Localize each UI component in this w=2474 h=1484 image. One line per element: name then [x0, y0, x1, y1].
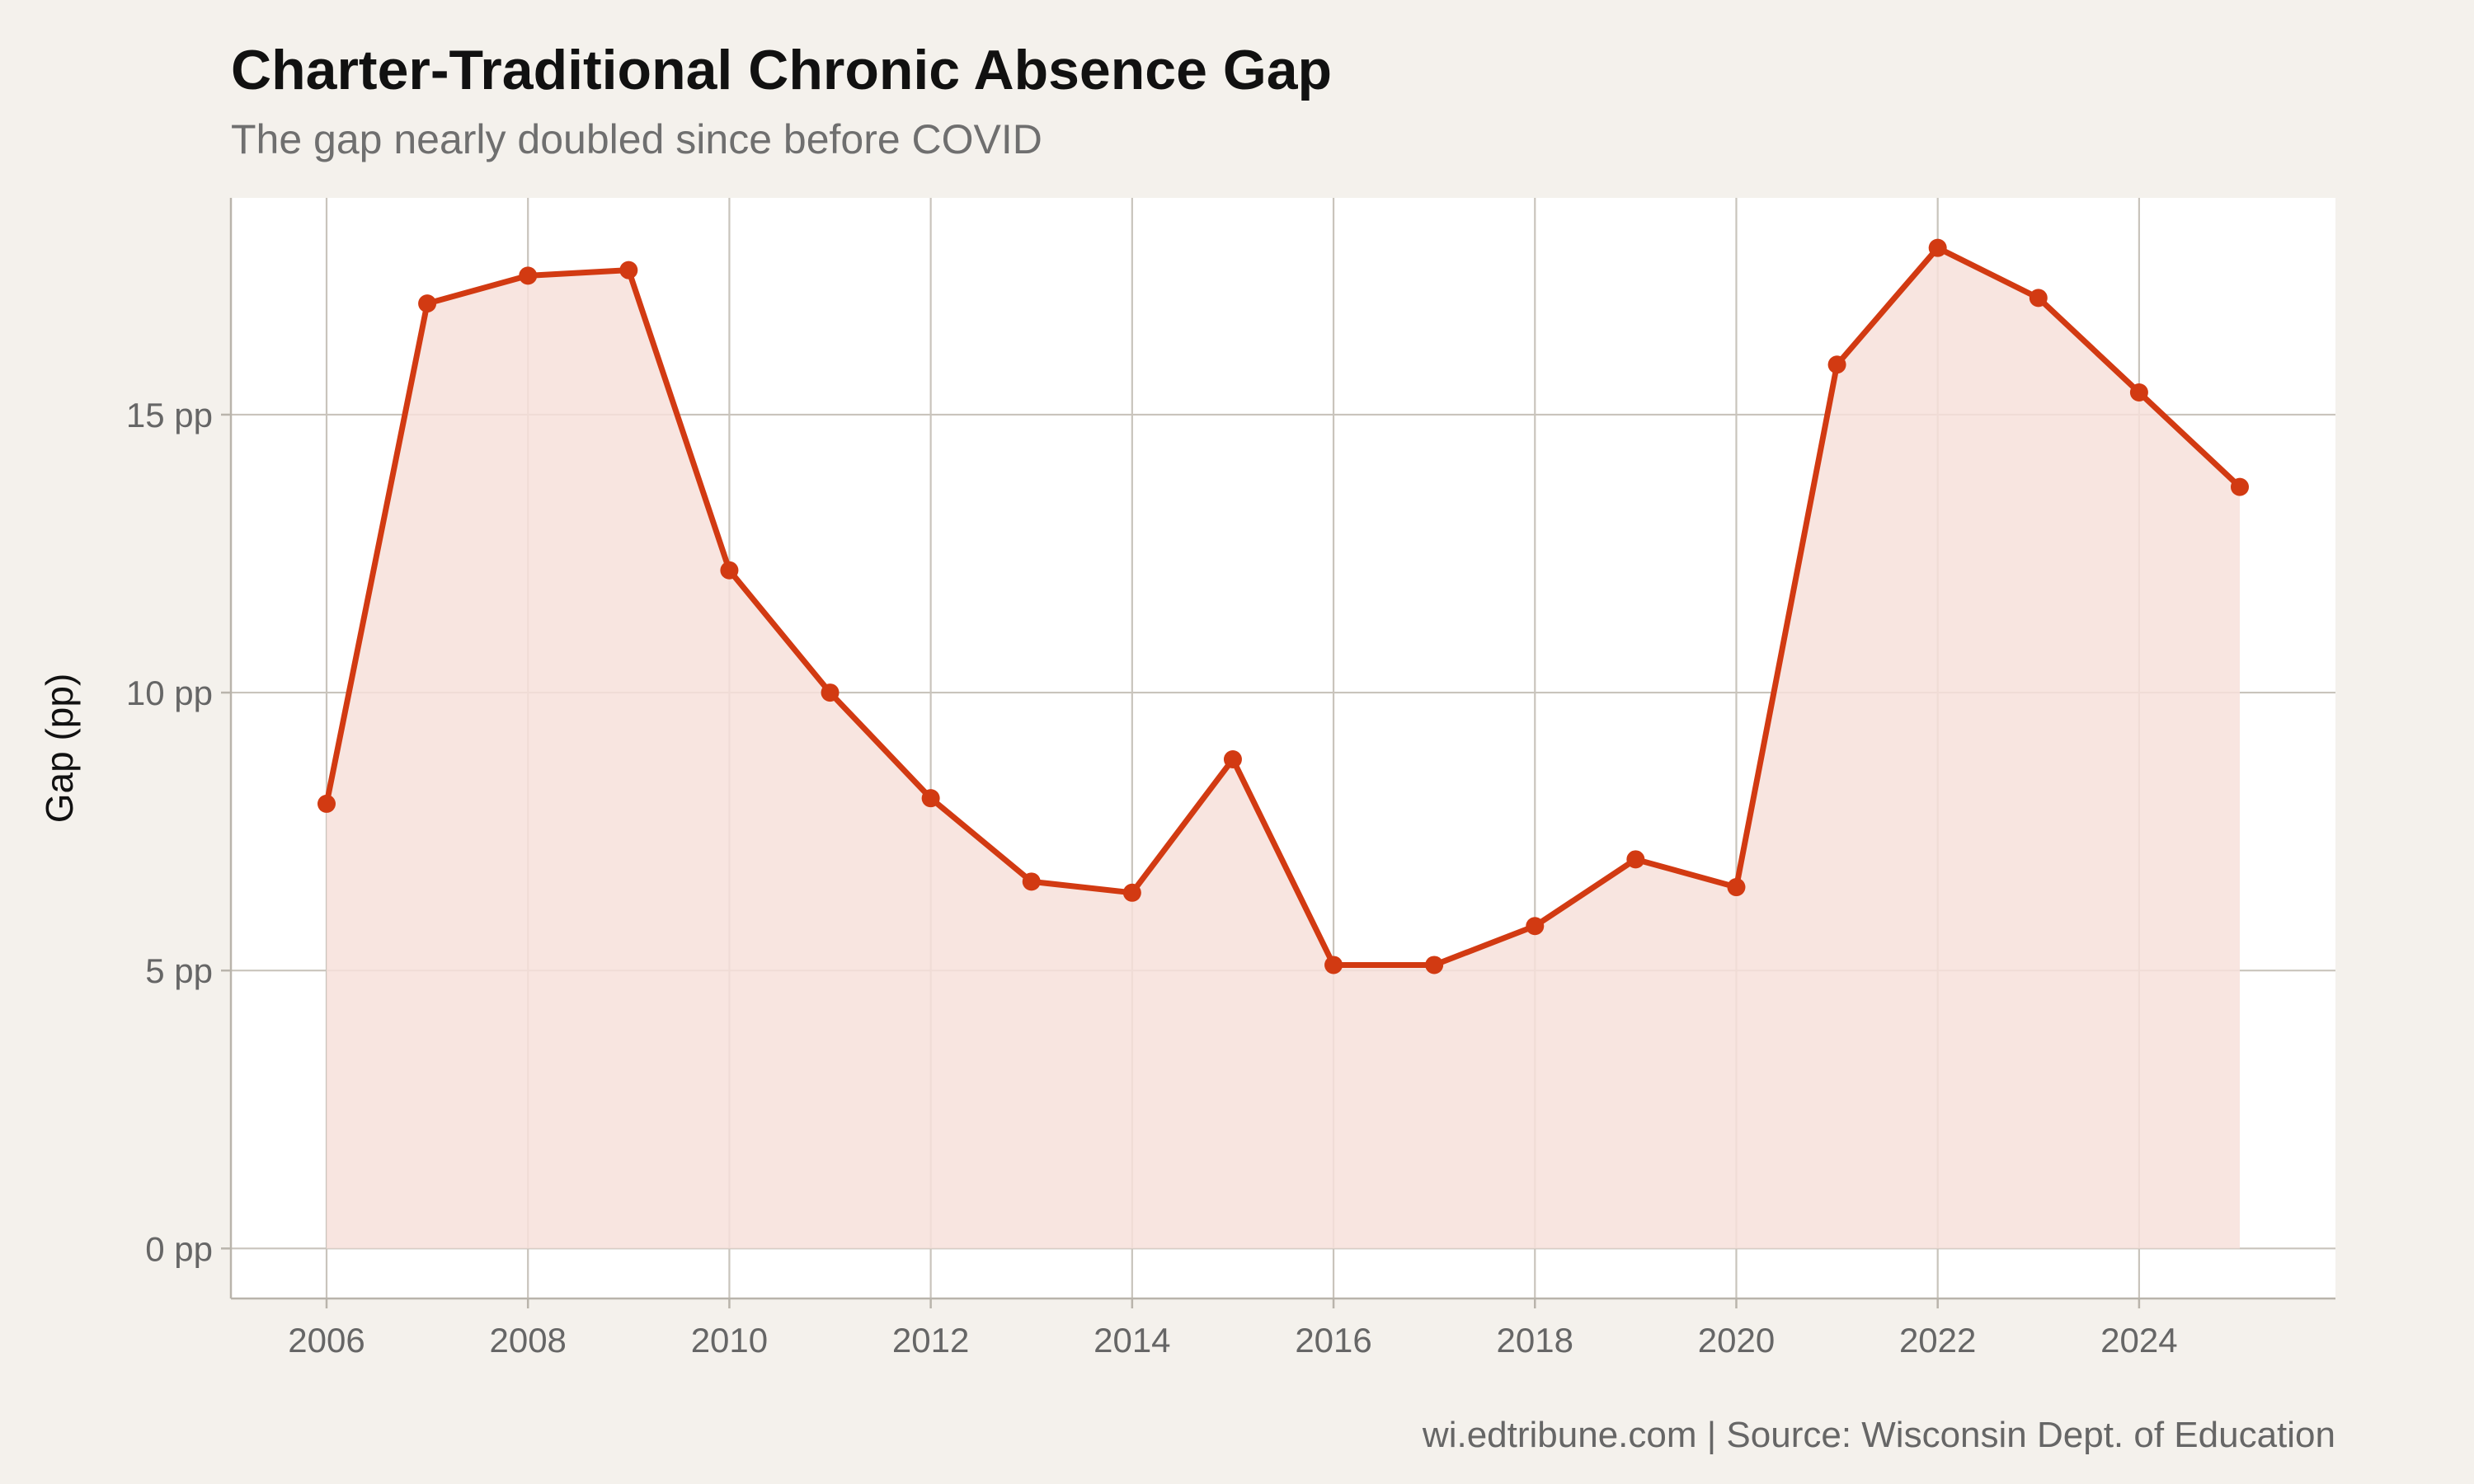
data-point	[2029, 289, 2048, 308]
x-tick-label: 2018	[1497, 1321, 1573, 1360]
data-point	[1022, 872, 1041, 891]
x-tick-label: 2016	[1295, 1321, 1371, 1360]
y-tick-label: 0 pp	[145, 1229, 213, 1268]
data-point	[720, 561, 739, 580]
data-point	[1526, 917, 1545, 936]
x-tick-label: 2022	[1899, 1321, 1976, 1360]
data-point	[317, 794, 336, 813]
y-axis-title: Gap (pp)	[38, 674, 81, 824]
y-tick-label: 10 pp	[126, 674, 213, 712]
data-point	[1223, 749, 1242, 768]
y-tick-label: 15 pp	[126, 396, 213, 434]
chart-title: Charter-Traditional Chronic Absence Gap	[231, 39, 1333, 101]
data-point	[519, 266, 538, 285]
y-tick-label: 5 pp	[145, 951, 213, 990]
data-point	[1626, 850, 1645, 869]
x-tick-label: 2008	[489, 1321, 566, 1360]
data-point	[2129, 383, 2148, 402]
x-tick-label: 2010	[691, 1321, 768, 1360]
x-tick-label: 2006	[288, 1321, 365, 1360]
data-point	[619, 261, 638, 279]
gap-line	[323, 245, 2242, 968]
tick-labels: 2006 2008 2010 2012 2014 2016 2018 2020 2022 2024…	[126, 396, 2178, 1360]
data-point	[1425, 956, 1444, 974]
x-tick-label: 2024	[2100, 1321, 2177, 1360]
data-point	[1727, 878, 1746, 897]
gap-area	[327, 247, 2240, 1249]
data-point	[1928, 238, 1947, 257]
axes	[229, 198, 2335, 1300]
chart-caption: wi.edtribune.com | Source: Wisconsin Dep…	[1422, 1415, 2335, 1455]
data-point	[921, 789, 940, 808]
chart-subtitle: The gap nearly doubled since before COVI…	[231, 116, 1042, 162]
x-tick-label: 2014	[1094, 1321, 1170, 1360]
data-points	[317, 238, 2249, 974]
x-tick-label: 2020	[1698, 1321, 1775, 1360]
data-point	[1827, 355, 1846, 374]
data-point	[2231, 477, 2249, 496]
data-point	[1122, 883, 1141, 902]
data-point	[1324, 956, 1343, 974]
data-point	[418, 294, 437, 313]
x-tick-label: 2012	[892, 1321, 969, 1360]
data-point	[821, 683, 840, 702]
